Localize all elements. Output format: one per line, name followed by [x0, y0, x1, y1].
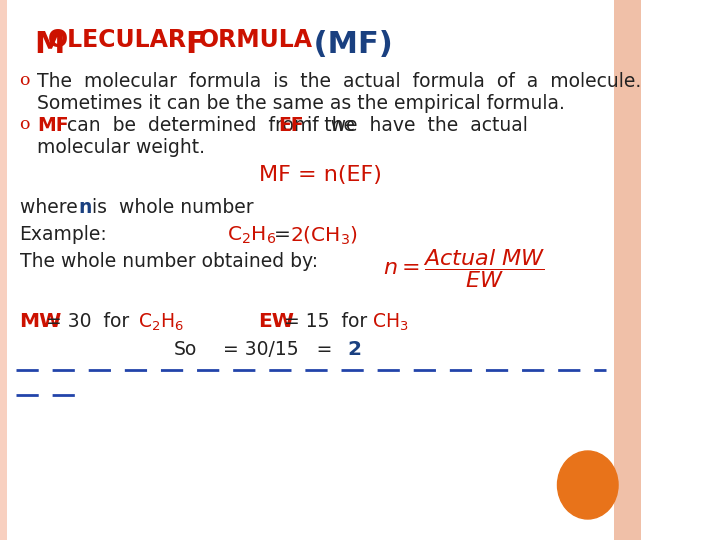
Text: $\mathsf{C_2H_6}$: $\mathsf{C_2H_6}$	[227, 225, 276, 246]
Circle shape	[557, 451, 618, 519]
Text: EF: EF	[279, 116, 305, 135]
Text: M: M	[34, 30, 64, 59]
Text: $n = \dfrac{\mathit{Actual\ MW}}{\mathit{EW}}$: $n = \dfrac{\mathit{Actual\ MW}}{\mathit…	[383, 247, 546, 290]
Text: n: n	[78, 198, 91, 217]
Text: Example:: Example:	[19, 225, 107, 244]
Text: = 30/15   =: = 30/15 =	[222, 340, 338, 359]
Text: MF: MF	[37, 116, 69, 135]
Text: The whole number obtained by:: The whole number obtained by:	[19, 252, 318, 271]
Text: = 30  for: = 30 for	[46, 312, 135, 331]
Text: OLECULAR: OLECULAR	[48, 28, 187, 52]
Text: $\mathsf{2(CH_3)}$: $\mathsf{2(CH_3)}$	[290, 225, 358, 247]
Text: molecular weight.: molecular weight.	[37, 138, 205, 157]
Text: if  we  have  the  actual: if we have the actual	[294, 116, 528, 135]
Text: o: o	[19, 116, 30, 133]
Text: $\mathsf{C_2H_6}$: $\mathsf{C_2H_6}$	[138, 312, 184, 333]
Text: (MF): (MF)	[303, 30, 392, 59]
Text: =: =	[274, 225, 297, 244]
Text: EW: EW	[258, 312, 294, 331]
Text: can  be  determined  from  the: can be determined from the	[55, 116, 355, 135]
Text: ORMULA: ORMULA	[199, 28, 312, 52]
Text: o: o	[19, 72, 30, 89]
Bar	[614, 0, 642, 540]
Text: MW: MW	[19, 312, 62, 331]
Text: $\mathsf{CH_3}$: $\mathsf{CH_3}$	[372, 312, 409, 333]
Text: is  whole number: is whole number	[86, 198, 254, 217]
Text: = 15  for: = 15 for	[284, 312, 374, 331]
Text: 2: 2	[347, 340, 361, 359]
Text: MF = n(EF): MF = n(EF)	[259, 165, 382, 185]
Text: Sometimes it can be the same as the empirical formula.: Sometimes it can be the same as the empi…	[37, 94, 565, 113]
Text: The  molecular  formula  is  the  actual  formula  of  a  molecule.: The molecular formula is the actual form…	[37, 72, 642, 91]
Text: So: So	[174, 340, 197, 359]
Text: where: where	[19, 198, 84, 217]
Text: F: F	[185, 30, 206, 59]
Bar	[0, 0, 7, 540]
